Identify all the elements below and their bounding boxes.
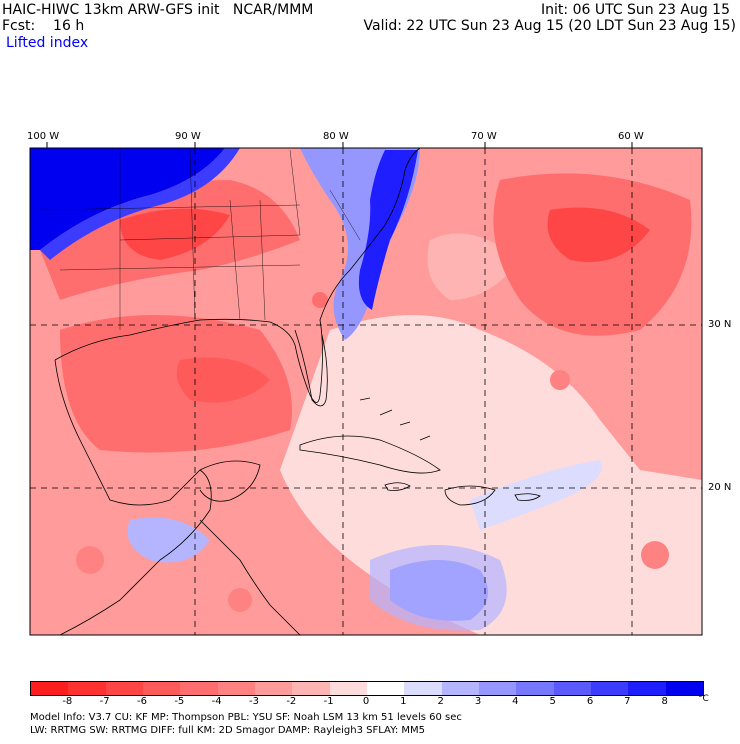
- colorbar-swatch: [180, 682, 218, 695]
- field-name: Lifted index: [6, 35, 89, 51]
- field-stable-nw: [30, 148, 225, 250]
- lat-label-20n: 20 N: [708, 482, 732, 493]
- coastlines: [54, 148, 541, 635]
- colorbar-swatch: [292, 682, 330, 695]
- field-light-atlantic: [427, 233, 520, 300]
- colorbar-swatch: [68, 682, 106, 695]
- yucatan: [199, 460, 261, 502]
- colorbar-swatch: [217, 682, 255, 695]
- colorbar-tick-label: 7: [624, 696, 631, 707]
- field-spot: [76, 546, 104, 574]
- colorbar-tick-label: -1: [323, 696, 334, 707]
- forecast-hour: Fcst: 16 h: [2, 18, 85, 34]
- colorbar-tick-label: 8: [661, 696, 668, 707]
- field-strong-neg-gulf: [60, 315, 292, 453]
- lon-ticks: [46, 142, 633, 148]
- colorbar-swatch: [590, 682, 629, 695]
- field-core-neg-3: [176, 357, 270, 403]
- valid-time: Valid: 22 UTC Sun 23 Aug 15 (20 LDT Sun …: [363, 18, 737, 34]
- colorbar-tick-label: -4: [211, 696, 222, 707]
- colorbar-tick-label: -5: [174, 696, 185, 707]
- colorbar: [30, 681, 704, 696]
- field-core-neg-1: [120, 208, 230, 260]
- lat-label-30n: 30 N: [708, 319, 732, 330]
- field-stable-caribbean-edge: [370, 545, 507, 631]
- colorbar-swatch: [142, 682, 181, 695]
- colorbar-tick-label: 2: [437, 696, 444, 707]
- central-america: [199, 519, 301, 635]
- colorbar-tick-label: -2: [286, 696, 297, 707]
- colorbar-tick-label: -6: [137, 696, 147, 707]
- colorbar-swatch: [366, 682, 405, 695]
- colorbar-tick-label: -3: [249, 696, 259, 707]
- colorbar-tick-label: -8: [62, 696, 73, 707]
- colorbar-tick-label: 1: [400, 696, 407, 707]
- footer-model-info: Model Info: V3.7 CU: KF MP: Thompson PBL…: [30, 712, 462, 723]
- lon-label-80w: 80 W: [323, 131, 349, 142]
- us-gulf-coast: [54, 148, 421, 403]
- field-spot: [550, 370, 570, 390]
- field-core-neg-2: [547, 207, 650, 262]
- colorbar-swatch: [329, 682, 367, 695]
- colorbar-swatch: [31, 682, 69, 695]
- colorbar-tick-label: 6: [586, 696, 594, 707]
- colorbar-tick-label: 3: [474, 696, 482, 707]
- colorbar-units: °C: [698, 694, 709, 704]
- puerto-rico: [514, 493, 541, 501]
- colorbar-tick-label: -7: [99, 696, 110, 707]
- colorbar-swatch: [254, 682, 293, 695]
- hispaniola: [444, 485, 496, 506]
- colorbar-swatch: [665, 682, 703, 695]
- colorbar-swatch: [105, 682, 143, 695]
- field-spot: [641, 541, 669, 569]
- lon-label-100w: 100 W: [27, 131, 60, 142]
- lon-label-60w: 60 W: [618, 131, 644, 142]
- florida: [294, 329, 328, 407]
- colorbar-swatch: [404, 682, 442, 695]
- colorbar-swatch: [441, 682, 479, 695]
- field-stable-central-am: [127, 517, 210, 563]
- mexico-coast: [54, 359, 212, 635]
- colorbar-swatch: [516, 682, 554, 695]
- colorbar-tick-label: 5: [549, 696, 556, 707]
- lat-lon-grid: [30, 148, 702, 635]
- lon-label-70w: 70 W: [471, 131, 497, 142]
- field-stable-coast-core: [358, 150, 418, 310]
- colorbar-tick-label: 0: [362, 696, 370, 707]
- lon-label-90w: 90 W: [175, 131, 201, 142]
- map-frame: [29, 147, 703, 636]
- jamaica: [384, 482, 411, 491]
- colorbar-tick-label: 4: [512, 696, 519, 707]
- bahamas: [359, 397, 431, 441]
- field-spot: [312, 292, 328, 308]
- title-model: HAIC-HIWC 13km ARW-GFS init NCAR/MMM: [2, 2, 314, 18]
- field-spot: [228, 588, 252, 612]
- init-time: Init: 06 UTC Sun 23 Aug 15: [541, 2, 730, 18]
- footer-model-info-2: LW: RRTMG SW: RRTMG DIFF: full KM: 2D Sm…: [30, 725, 426, 736]
- cuba: [299, 435, 441, 474]
- colorbar-swatch: [478, 682, 517, 695]
- field-stable-nw-edge: [40, 148, 240, 260]
- colorbar-swatch: [628, 682, 666, 695]
- colorbar-swatch: [553, 682, 591, 695]
- state-borders: [39, 149, 361, 330]
